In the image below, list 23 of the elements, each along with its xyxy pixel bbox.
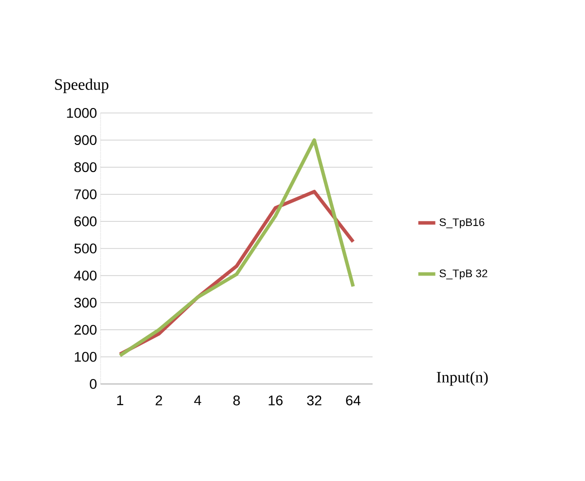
y-tick-label: 400: [74, 270, 97, 281]
x-tick-label: 32: [307, 395, 322, 406]
y-axis-title: Speedup: [55, 78, 108, 94]
y-tick-label: 500: [74, 244, 97, 254]
y-tick-label: 0: [90, 379, 97, 389]
y-tick-label: 300: [74, 298, 97, 308]
y-tick-label: 100: [74, 352, 97, 362]
y-tick-label: 1000: [67, 108, 97, 118]
y-tick-label: 600: [74, 216, 97, 226]
y-tick-label: 800: [74, 162, 97, 172]
x-tick-label: 2: [156, 395, 162, 406]
x-tick-label: 4: [194, 396, 202, 406]
x-axis-title: Input(n): [436, 371, 488, 386]
y-tick-label: 200: [74, 324, 97, 335]
y-tick-label: 900: [74, 135, 97, 146]
x-tick-label: 1: [117, 396, 124, 406]
y-tick-label: 700: [74, 189, 97, 200]
x-tick-label: 64: [346, 395, 360, 406]
legend-label: S_TpB 32: [440, 269, 488, 280]
x-tick-label: 8: [233, 395, 240, 406]
line-series: [118, 138, 355, 358]
legend-label: S_TpB16: [440, 218, 484, 228]
x-tick-label: 16: [268, 395, 283, 406]
